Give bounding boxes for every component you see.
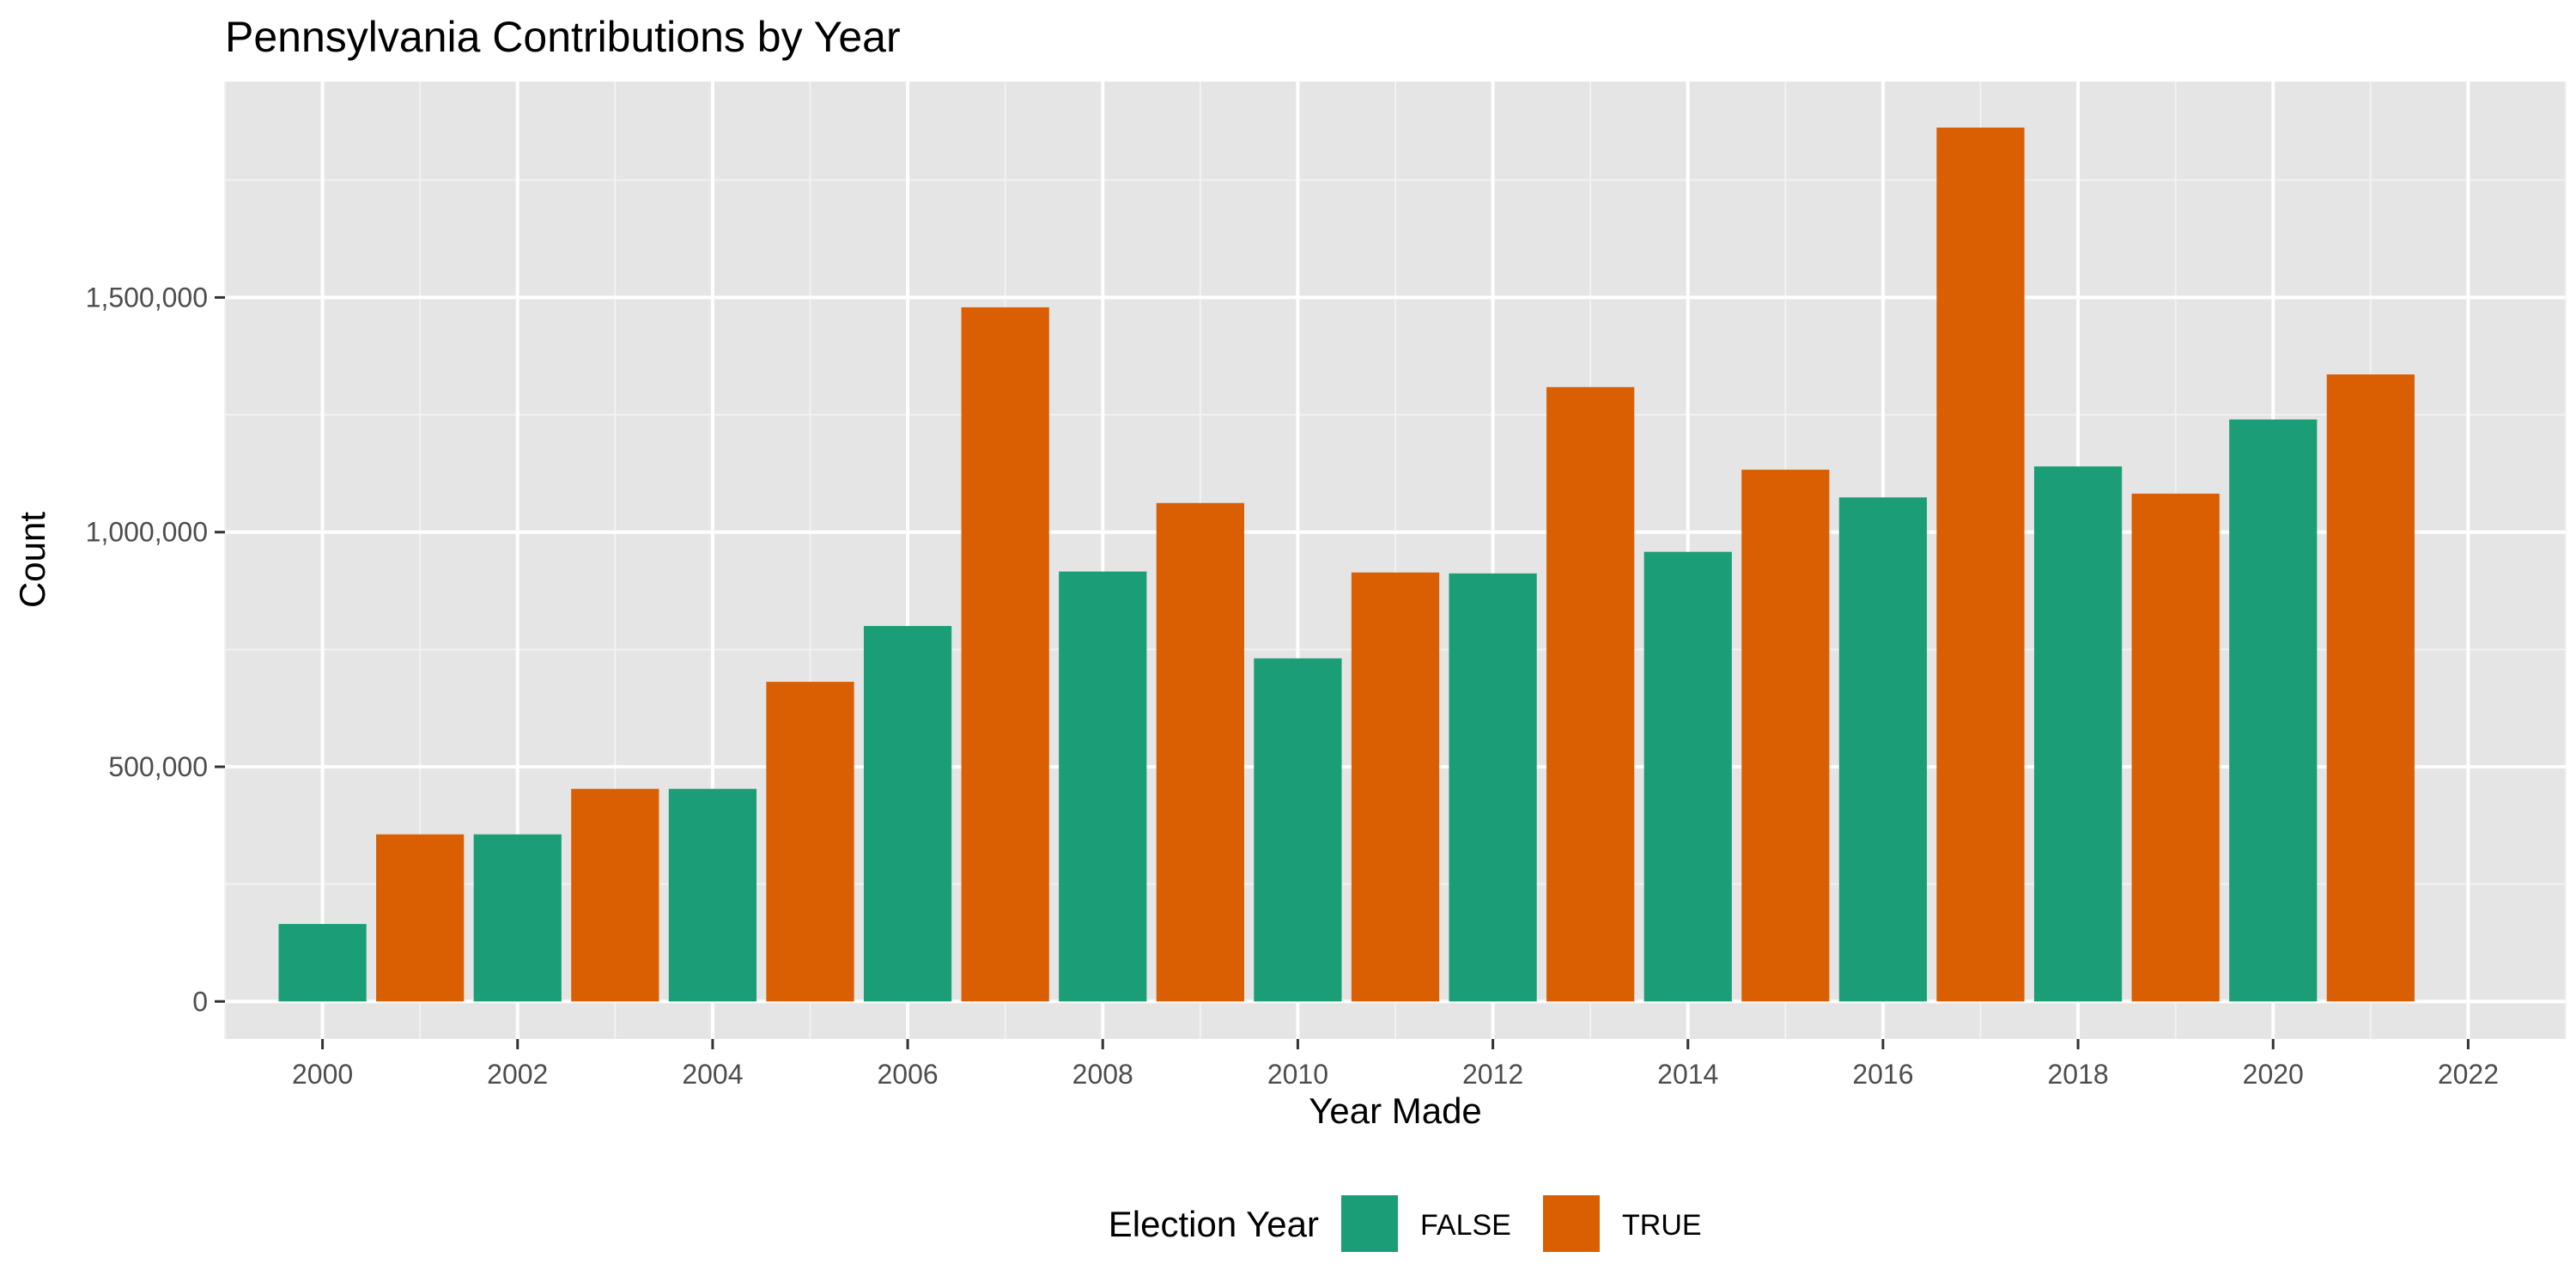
y-tick-label: 1,000,000 xyxy=(86,517,208,548)
bar-2016 xyxy=(1838,497,1928,1002)
legend: Election Year FALSE TRUE xyxy=(1109,1195,1702,1252)
bar-2008 xyxy=(1059,571,1147,1002)
x-tick-label: 2006 xyxy=(877,1059,938,1090)
x-tick-label: 2014 xyxy=(1657,1059,1718,1090)
legend-label-false: FALSE xyxy=(1420,1209,1511,1242)
x-tick-label: 2002 xyxy=(487,1059,548,1090)
legend-key-true xyxy=(1543,1195,1600,1252)
bar-2011 xyxy=(1351,572,1440,1002)
y-axis: 0 500,000 1,000,000 1,500,000 xyxy=(86,282,225,1017)
bar-2012 xyxy=(1449,573,1537,1002)
bar-2009 xyxy=(1156,502,1244,1002)
bar-2000 xyxy=(278,924,367,1002)
x-axis-title: Year Made xyxy=(1309,1091,1482,1131)
bar-2001 xyxy=(376,834,465,1002)
bar-2007 xyxy=(961,307,1049,1002)
bar-2005 xyxy=(766,682,854,1002)
bar-2003 xyxy=(571,788,659,1002)
x-axis: 2000 2002 2004 2006 2008 2010 2012 2014 2016 2018… xyxy=(292,1039,2499,1090)
bar-2004 xyxy=(668,788,757,1002)
y-tick-label: 500,000 xyxy=(108,751,208,782)
x-tick-label: 2012 xyxy=(1462,1059,1523,1090)
x-tick-label: 2018 xyxy=(2047,1059,2108,1090)
bar-2015 xyxy=(1741,470,1830,1002)
bar-2002 xyxy=(473,834,562,1002)
bar-2006 xyxy=(863,626,952,1002)
bar-2014 xyxy=(1643,551,1732,1002)
x-tick-label: 2010 xyxy=(1267,1059,1328,1090)
y-axis-title: Count xyxy=(12,512,52,608)
bar-2017 xyxy=(1936,127,2025,1002)
bar-2013 xyxy=(1546,386,1635,1002)
x-tick-label: 2008 xyxy=(1072,1059,1133,1090)
x-tick-label: 2004 xyxy=(682,1059,743,1090)
chart-title: Pennsylvania Contributions by Year xyxy=(225,13,901,61)
bar-2019 xyxy=(2131,493,2220,1002)
x-tick-label: 2020 xyxy=(2243,1059,2304,1090)
bar-2018 xyxy=(2033,466,2123,1002)
bars xyxy=(278,127,2415,1002)
x-tick-label: 2000 xyxy=(292,1059,353,1090)
bar-2010 xyxy=(1254,658,1342,1002)
bar-2021 xyxy=(2326,374,2415,1002)
legend-key-false xyxy=(1341,1195,1398,1252)
y-tick-label: 1,500,000 xyxy=(86,282,208,313)
bar-2020 xyxy=(2229,419,2318,1002)
legend-title: Election Year xyxy=(1109,1204,1319,1244)
y-tick-label: 0 xyxy=(192,986,208,1017)
x-tick-label: 2016 xyxy=(1852,1059,1913,1090)
legend-label-true: TRUE xyxy=(1622,1209,1702,1242)
x-tick-label: 2022 xyxy=(2438,1059,2499,1090)
